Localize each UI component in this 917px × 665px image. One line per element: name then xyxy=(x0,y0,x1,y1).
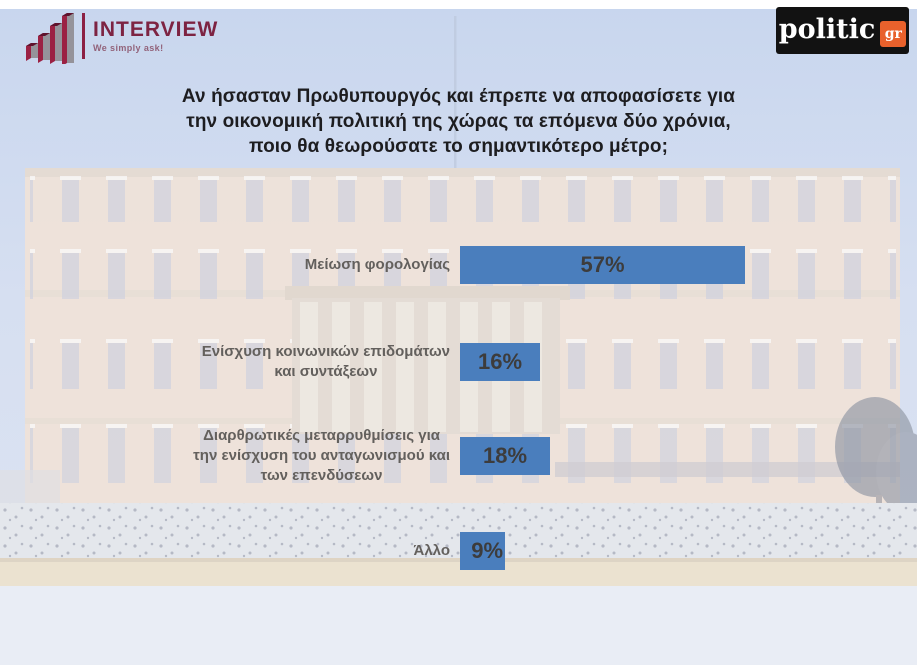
chart-row: Διαρθρωτικές μεταρρυθμίσεις για την ενίσ… xyxy=(130,427,550,484)
value-label: 18% xyxy=(482,443,528,468)
category-label: Διαρθρωτικές μεταρρυθμίσεις για την ενίσ… xyxy=(193,426,450,485)
logo-divider xyxy=(82,13,85,59)
bar-allo: 9% xyxy=(460,532,505,570)
bar-chart-logo-icon xyxy=(22,8,78,66)
interview-logo-name: INTERVIEW xyxy=(93,18,219,41)
category-label: Ενίσχυση κοινωνικών επιδομάτων και συντά… xyxy=(201,342,450,380)
chart-row: Άλλο 9% xyxy=(130,532,505,570)
poll-question-title: Αν ήσασταν Πρωθυπουργός και έπρεπε να απ… xyxy=(181,86,736,158)
value-label: 9% xyxy=(471,538,504,563)
category-label: Άλλο xyxy=(413,541,451,559)
bar-enischysi-epidomaton: 16% xyxy=(460,343,540,381)
chart-row: Ενίσχυση κοινωνικών επιδομάτων και συντά… xyxy=(130,343,540,381)
category-label: Μείωση φορολογίας xyxy=(304,255,450,273)
interview-logo-tagline: We simply ask! xyxy=(93,43,164,53)
politic-gr-badge: gr xyxy=(880,20,907,47)
value-label: 16% xyxy=(477,349,523,374)
value-label: 57% xyxy=(580,252,625,277)
chart-row: Μείωση φορολογίας 57% xyxy=(130,246,745,284)
politic-gr-logo: politic gr xyxy=(776,7,909,54)
politic-logo-name: politic xyxy=(778,14,876,45)
politic-gr-badge-label: gr xyxy=(884,25,902,42)
bar-meiosi-forologias: 57% xyxy=(460,246,745,284)
bar-metarrythmiseis: 18% xyxy=(460,437,550,475)
interview-logo: INTERVIEW We simply ask! xyxy=(22,8,219,66)
